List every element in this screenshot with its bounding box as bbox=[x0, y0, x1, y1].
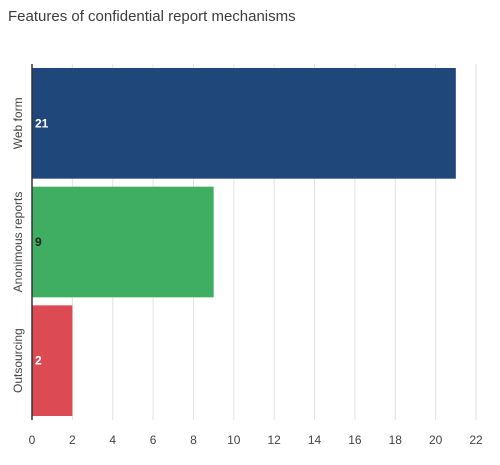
x-tick-label: 0 bbox=[29, 433, 36, 447]
category-label: Outsourcing bbox=[11, 328, 25, 393]
bar-outsourcing bbox=[32, 305, 73, 416]
x-tick-label: 10 bbox=[227, 433, 241, 447]
bar-web-form bbox=[32, 68, 456, 179]
x-tick-label: 6 bbox=[150, 433, 157, 447]
x-tick-label: 16 bbox=[348, 433, 362, 447]
data-label: 2 bbox=[35, 354, 42, 368]
x-tick-label: 2 bbox=[69, 433, 76, 447]
category-label: Web form bbox=[11, 97, 25, 149]
x-tick-labels: 0 2 4 6 8 10 12 14 16 18 20 22 bbox=[29, 433, 483, 447]
x-tick-label: 20 bbox=[429, 433, 443, 447]
x-tick-label: 8 bbox=[190, 433, 197, 447]
category-label: Anonimous reports bbox=[11, 192, 25, 293]
data-label: 21 bbox=[35, 116, 49, 130]
data-label: 9 bbox=[35, 235, 42, 249]
bars bbox=[32, 68, 456, 416]
x-tick-label: 4 bbox=[109, 433, 116, 447]
x-tick-label: 12 bbox=[268, 433, 282, 447]
data-labels: 21 9 2 bbox=[35, 116, 49, 367]
chart-title: Features of confidential report mechanis… bbox=[8, 8, 296, 25]
bar-anonimous-reports bbox=[32, 186, 214, 298]
x-tick-label: 14 bbox=[308, 433, 322, 447]
category-labels: Web form Anonimous reports Outsourcing bbox=[11, 97, 25, 393]
x-tick-label: 18 bbox=[389, 433, 403, 447]
x-tick-label: 22 bbox=[469, 433, 483, 447]
